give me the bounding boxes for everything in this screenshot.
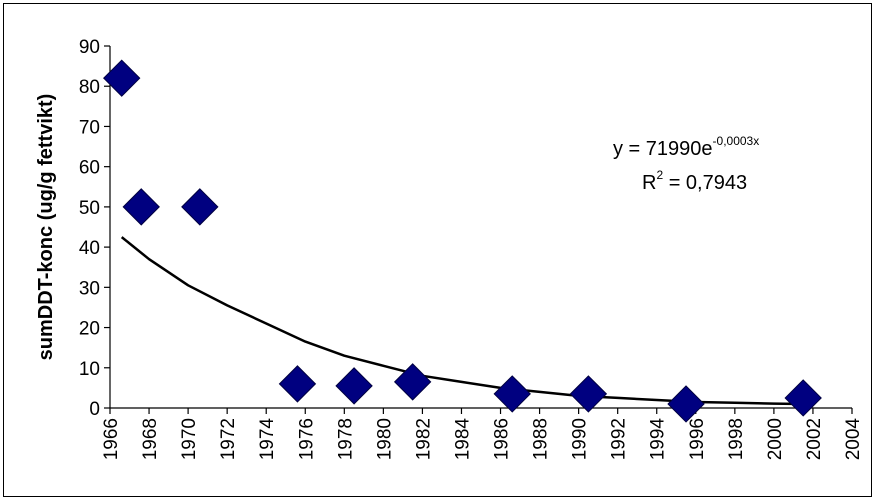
x-tick-label: 1998 bbox=[726, 418, 747, 460]
x-tick-label: 1992 bbox=[609, 418, 630, 460]
data-point bbox=[393, 363, 432, 401]
r-squared: R2 = 0,7943 bbox=[642, 168, 747, 194]
chart-frame bbox=[3, 3, 872, 497]
y-tick-label: 10 bbox=[79, 359, 100, 380]
y-tick-label: 90 bbox=[79, 37, 100, 58]
data-point bbox=[103, 59, 141, 97]
x-tick-label: 1980 bbox=[374, 418, 395, 460]
y-tick-label: 40 bbox=[79, 238, 100, 259]
equation-exponent: -0,0003x bbox=[713, 134, 760, 148]
y-tick-label: 60 bbox=[79, 158, 100, 179]
x-tick-label: 1978 bbox=[335, 418, 356, 460]
x-tick-label: 1986 bbox=[492, 418, 513, 460]
y-tick-label: 0 bbox=[89, 399, 100, 420]
y-tick-label: 30 bbox=[79, 278, 100, 299]
x-tick-label: 2000 bbox=[765, 418, 786, 460]
x-tick-label: 2004 bbox=[843, 418, 864, 461]
x-tick-label: 1982 bbox=[413, 418, 434, 460]
trendline bbox=[120, 236, 804, 406]
data-point bbox=[667, 385, 705, 423]
data-point bbox=[335, 367, 373, 405]
x-ticks: 1966 1968 1970 1972 1974 1976 1978 1980 1982 1984… bbox=[101, 408, 864, 460]
data-point bbox=[181, 188, 219, 226]
x-tick-label: 1988 bbox=[531, 418, 552, 460]
x-tick-label: 1990 bbox=[570, 418, 591, 460]
x-tick-label: 1970 bbox=[179, 418, 200, 460]
r-squared-base: R bbox=[642, 172, 656, 194]
data-point bbox=[122, 188, 160, 226]
x-tick-label: 1974 bbox=[257, 418, 278, 461]
r-squared-exponent: 2 bbox=[656, 168, 663, 182]
x-tick-label: 1984 bbox=[452, 418, 473, 461]
x-tick-label: 2002 bbox=[804, 418, 825, 460]
y-ticks: 0 10 20 30 40 50 60 70 80 90 bbox=[79, 37, 110, 420]
y-tick-label: 20 bbox=[79, 319, 100, 340]
y-axis-title: sumDDT-konc (ug/g fettvikt) bbox=[35, 94, 57, 361]
y-tick-label: 50 bbox=[79, 198, 100, 219]
data-point bbox=[493, 375, 531, 413]
equation-base: y = 71990e bbox=[613, 138, 713, 160]
trend-equation: y = 71990e-0,0003x bbox=[613, 134, 759, 160]
r-squared-value: = 0,7943 bbox=[663, 172, 747, 194]
x-tick-label: 1966 bbox=[101, 418, 122, 460]
x-tick-label: 1968 bbox=[140, 418, 161, 460]
y-tick-label: 70 bbox=[79, 117, 100, 138]
data-point bbox=[278, 365, 317, 403]
x-tick-label: 1994 bbox=[648, 418, 669, 461]
data-markers bbox=[103, 59, 822, 423]
y-tick-label: 80 bbox=[79, 77, 100, 98]
x-tick-label: 1972 bbox=[218, 418, 239, 460]
data-point bbox=[784, 379, 822, 417]
x-tick-label: 1976 bbox=[296, 418, 317, 460]
x-tick-label: 1996 bbox=[687, 418, 708, 460]
data-point bbox=[569, 375, 608, 413]
